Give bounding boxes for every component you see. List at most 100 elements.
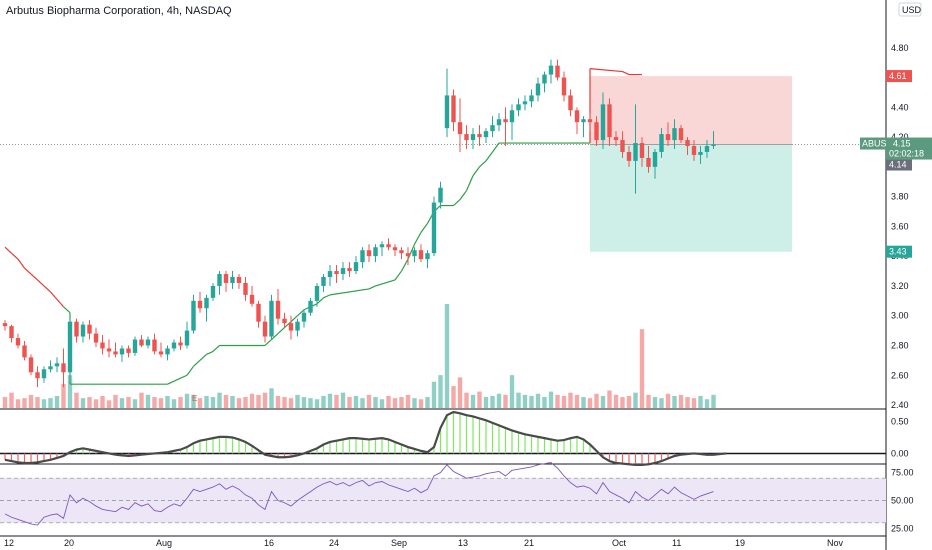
volume-bar [256,394,261,408]
volume-bar [587,398,593,408]
volume-bar [412,398,417,408]
stop-line-segment [290,315,298,323]
stop-price-label-bg [886,70,912,83]
currency-label: USD [902,5,922,15]
volume-bar [191,394,196,408]
volume-bar [698,395,703,408]
earnings-marker[interactable]: E [192,394,197,403]
volume-bar [561,395,567,408]
stop-line-segment [485,151,493,162]
price-tick-label: 4.20 [891,132,909,142]
candle-body [496,119,502,126]
rsi-tick-label: 75.00 [891,468,914,478]
volume-bar [418,399,424,408]
volume-bar [607,390,612,408]
volume-bar [438,375,443,408]
candle-body [613,137,619,141]
volume-bar [659,398,664,408]
stop-line-segment [4,246,12,254]
candle-body [15,338,21,346]
stop-line-segment [394,270,402,281]
candle-body [685,140,690,147]
volume-bar [28,394,34,408]
candlestick-series [2,59,716,388]
candle-body [288,323,294,331]
volume-bar [61,383,66,408]
candle-body [54,363,60,367]
candle-body [87,324,92,334]
volume-bar [633,392,638,408]
volume-bar [444,304,450,408]
volume-bar [9,392,14,408]
risk-zone [590,76,792,145]
volume-bar [691,398,697,408]
candle-body [9,326,14,339]
volume-bar [80,398,86,408]
volume-bar [509,375,515,408]
volume-bar [275,395,281,408]
candle-body [35,372,40,379]
candle-body [340,268,346,275]
candle-body [74,321,79,337]
candle-body [236,277,242,283]
candle-body [347,268,352,272]
volume-bar [503,394,508,408]
candle-body [210,285,216,298]
candle-body [327,271,333,278]
last-price-label: 4.15 [893,139,911,149]
volume-bar [678,394,684,408]
price-axis[interactable]: 4.804.604.404.204.003.803.603.403.203.00… [891,43,914,534]
stop-line-segment [56,298,64,308]
volume-bar [145,394,151,408]
target-price-label: 3.43 [889,247,907,257]
volume-bar [646,394,651,408]
candle-body [191,300,196,331]
price-tick-label: 3.80 [891,192,909,202]
time-tick-label: 19 [735,538,745,548]
volume-bar [197,398,203,408]
volume-bar [282,397,287,408]
candle-body [561,77,567,96]
candle-body [399,250,404,254]
volume-bar [490,395,495,408]
candle-body [230,277,235,283]
volume-bar [464,392,469,408]
candle-body [639,143,645,158]
candle-body [509,110,515,123]
stop-line-segment [264,339,272,346]
time-tick-label: Sep [391,538,407,548]
volume-bar [360,398,365,408]
volume-bar [48,398,53,408]
volume-bar [704,399,710,408]
candle-body [334,271,339,275]
candle-body [555,65,560,78]
candle-body [405,253,411,257]
volume-bar [314,399,320,408]
currency-badge[interactable] [898,2,922,17]
candle-body [152,339,157,352]
stop-line-segment [589,68,623,73]
stop-price-label: 4.61 [889,71,907,81]
volume-bar [711,394,716,408]
volume-bar [327,393,333,408]
stop-line-segment [206,350,214,355]
stop-line-segment [173,377,181,382]
time-tick-label: 13 [458,538,468,548]
candle-body [48,366,53,370]
short-position-tool[interactable] [590,76,792,252]
volume-bar [613,394,619,408]
candle-body [646,157,651,167]
volume-bar [347,397,352,408]
volume-bar [451,386,456,408]
candle-body [438,187,443,203]
stop-line-segment [199,353,207,361]
candle-body [568,95,573,111]
time-axis[interactable]: 12 20 Aug 16 24 Sep 13 21 Oct 11 19 Nov [4,538,844,548]
candle-body [158,351,164,355]
candle-body [535,83,541,96]
candle-body [93,333,99,343]
volume-bar [366,394,372,408]
volume-bar [334,394,339,408]
